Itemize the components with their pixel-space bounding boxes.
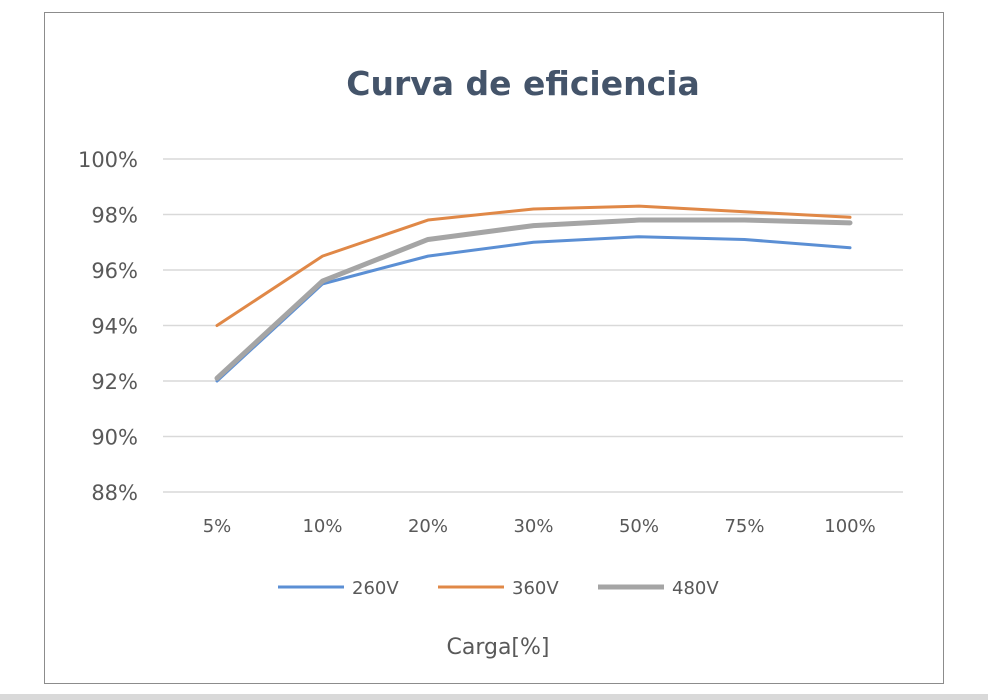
legend-label-480V: 480V bbox=[672, 578, 719, 599]
y-tick-label: 88% bbox=[91, 481, 138, 505]
series-line-260V bbox=[215, 235, 852, 383]
x-tick-label: 30% bbox=[513, 516, 553, 537]
legend-label-260V: 260V bbox=[352, 578, 399, 599]
x-tick-label: 5% bbox=[203, 516, 232, 537]
legend-label-360V: 360V bbox=[512, 578, 559, 599]
y-tick-label: 94% bbox=[91, 315, 138, 339]
x-tick-label: 20% bbox=[408, 516, 448, 537]
y-tick-label: 98% bbox=[91, 204, 138, 228]
x-tick-label: 10% bbox=[302, 516, 342, 537]
x-axis-label: Carga[%] bbox=[446, 635, 549, 660]
legend: 260V 360V 480V bbox=[278, 578, 719, 599]
chart-title: Curva de eficiencia bbox=[346, 64, 699, 103]
grid-lines bbox=[163, 158, 903, 493]
data-series bbox=[214, 204, 853, 383]
y-tick-label: 90% bbox=[91, 426, 138, 450]
y-tick-label: 100% bbox=[78, 148, 138, 172]
x-tick-label: 50% bbox=[619, 516, 659, 537]
x-axis-ticks: 5% 10% 20% 30% 50% 75% 100% bbox=[203, 516, 876, 537]
y-tick-label: 92% bbox=[91, 370, 138, 394]
y-tick-label: 96% bbox=[91, 259, 138, 283]
x-tick-label: 100% bbox=[824, 516, 875, 537]
series-line-480V bbox=[214, 217, 853, 381]
y-axis-ticks: 88% 90% 92% 94% 96% 98% 100% bbox=[78, 148, 138, 505]
chart-frame bbox=[44, 12, 944, 684]
page-bottom-edge bbox=[0, 694, 988, 700]
x-tick-label: 75% bbox=[724, 516, 764, 537]
